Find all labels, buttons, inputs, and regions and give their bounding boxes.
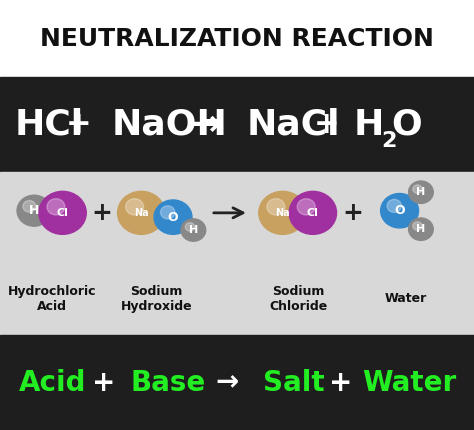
Text: H: H bbox=[29, 204, 39, 217]
Text: Acid: Acid bbox=[19, 369, 86, 397]
Text: NEUTRALIZATION REACTION: NEUTRALIZATION REACTION bbox=[40, 27, 434, 51]
Circle shape bbox=[259, 191, 306, 234]
Text: Na: Na bbox=[134, 208, 148, 218]
Text: Salt: Salt bbox=[263, 369, 325, 397]
Circle shape bbox=[297, 199, 315, 215]
Bar bbox=[0, 335, 474, 430]
Text: H: H bbox=[189, 225, 198, 235]
Text: +: + bbox=[314, 110, 340, 139]
Text: Water: Water bbox=[363, 369, 457, 397]
Circle shape bbox=[17, 195, 51, 226]
Circle shape bbox=[387, 200, 401, 212]
Circle shape bbox=[413, 222, 422, 230]
Text: O: O bbox=[391, 108, 422, 142]
Text: +: + bbox=[65, 110, 91, 139]
Text: H: H bbox=[353, 108, 383, 142]
Text: +: + bbox=[92, 369, 116, 397]
Text: Cl: Cl bbox=[307, 208, 319, 218]
Circle shape bbox=[409, 181, 433, 203]
Circle shape bbox=[267, 199, 285, 215]
Text: Cl: Cl bbox=[56, 208, 69, 218]
Circle shape bbox=[413, 185, 422, 194]
Text: HCl: HCl bbox=[14, 108, 83, 142]
Text: Base: Base bbox=[130, 369, 206, 397]
Bar bbox=[0, 0, 474, 77]
Circle shape bbox=[181, 219, 206, 241]
Bar bbox=[0, 172, 474, 335]
Bar bbox=[0, 77, 474, 172]
Circle shape bbox=[161, 206, 175, 219]
Text: →: → bbox=[216, 369, 239, 397]
Text: Na: Na bbox=[275, 208, 290, 218]
Circle shape bbox=[118, 191, 165, 234]
Text: NaCl: NaCl bbox=[246, 108, 340, 142]
Text: H: H bbox=[416, 224, 426, 234]
Circle shape bbox=[381, 194, 419, 228]
Text: O: O bbox=[394, 204, 405, 217]
Circle shape bbox=[289, 191, 337, 234]
Text: →: → bbox=[191, 108, 221, 142]
Circle shape bbox=[39, 191, 86, 234]
Circle shape bbox=[409, 218, 433, 240]
Text: Hydrochloric
Acid: Hydrochloric Acid bbox=[8, 285, 96, 313]
Circle shape bbox=[23, 200, 36, 212]
Circle shape bbox=[126, 199, 144, 215]
Text: Sodium
Chloride: Sodium Chloride bbox=[270, 285, 328, 313]
Text: 2: 2 bbox=[382, 131, 397, 151]
Text: O: O bbox=[168, 211, 178, 224]
Text: Water: Water bbox=[384, 292, 427, 305]
Circle shape bbox=[185, 223, 195, 231]
Text: NaOH: NaOH bbox=[111, 108, 227, 142]
Text: +: + bbox=[329, 369, 353, 397]
Text: H: H bbox=[416, 187, 426, 197]
Text: +: + bbox=[343, 201, 364, 225]
Text: Sodium
Hydroxide: Sodium Hydroxide bbox=[120, 285, 192, 313]
Text: +: + bbox=[91, 201, 112, 225]
Circle shape bbox=[154, 200, 192, 234]
Circle shape bbox=[47, 199, 65, 215]
